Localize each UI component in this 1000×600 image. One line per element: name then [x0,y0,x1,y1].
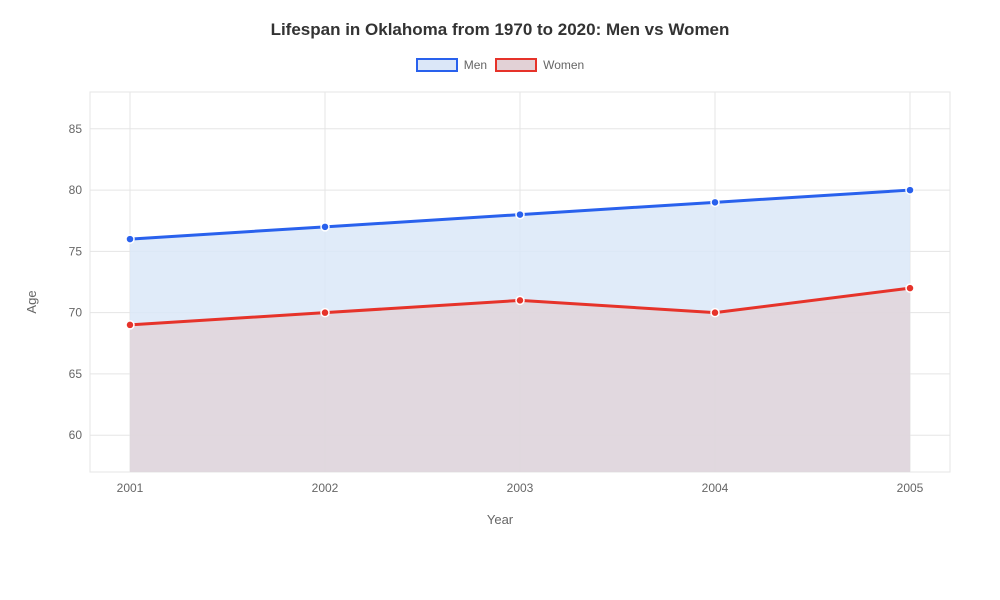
svg-text:85: 85 [69,122,83,136]
svg-text:75: 75 [69,244,83,258]
svg-text:80: 80 [69,183,83,197]
legend-swatch-men [416,58,458,72]
legend-label-women: Women [543,58,584,72]
y-axis-label: Age [24,290,39,313]
svg-text:2003: 2003 [507,481,534,495]
svg-text:2001: 2001 [117,481,144,495]
svg-text:2004: 2004 [702,481,729,495]
svg-text:65: 65 [69,367,83,381]
chart-title: Lifespan in Oklahoma from 1970 to 2020: … [30,20,970,40]
legend-swatch-women [495,58,537,72]
legend-item-men: Men [416,58,487,72]
chart-container: Lifespan in Oklahoma from 1970 to 2020: … [0,0,1000,600]
legend-label-men: Men [464,58,487,72]
svg-text:2002: 2002 [312,481,339,495]
svg-text:2005: 2005 [897,481,924,495]
legend-item-women: Women [495,58,584,72]
plot-area: Age 60657075808520012002200320042005 Yea… [30,82,970,522]
x-axis-label: Year [487,512,513,527]
svg-text:70: 70 [69,306,83,320]
svg-text:60: 60 [69,428,83,442]
legend: Men Women [30,58,970,72]
chart-svg: 60 65 70 75 80 85 2001 2002 2003 2004 2005 [30,82,970,522]
